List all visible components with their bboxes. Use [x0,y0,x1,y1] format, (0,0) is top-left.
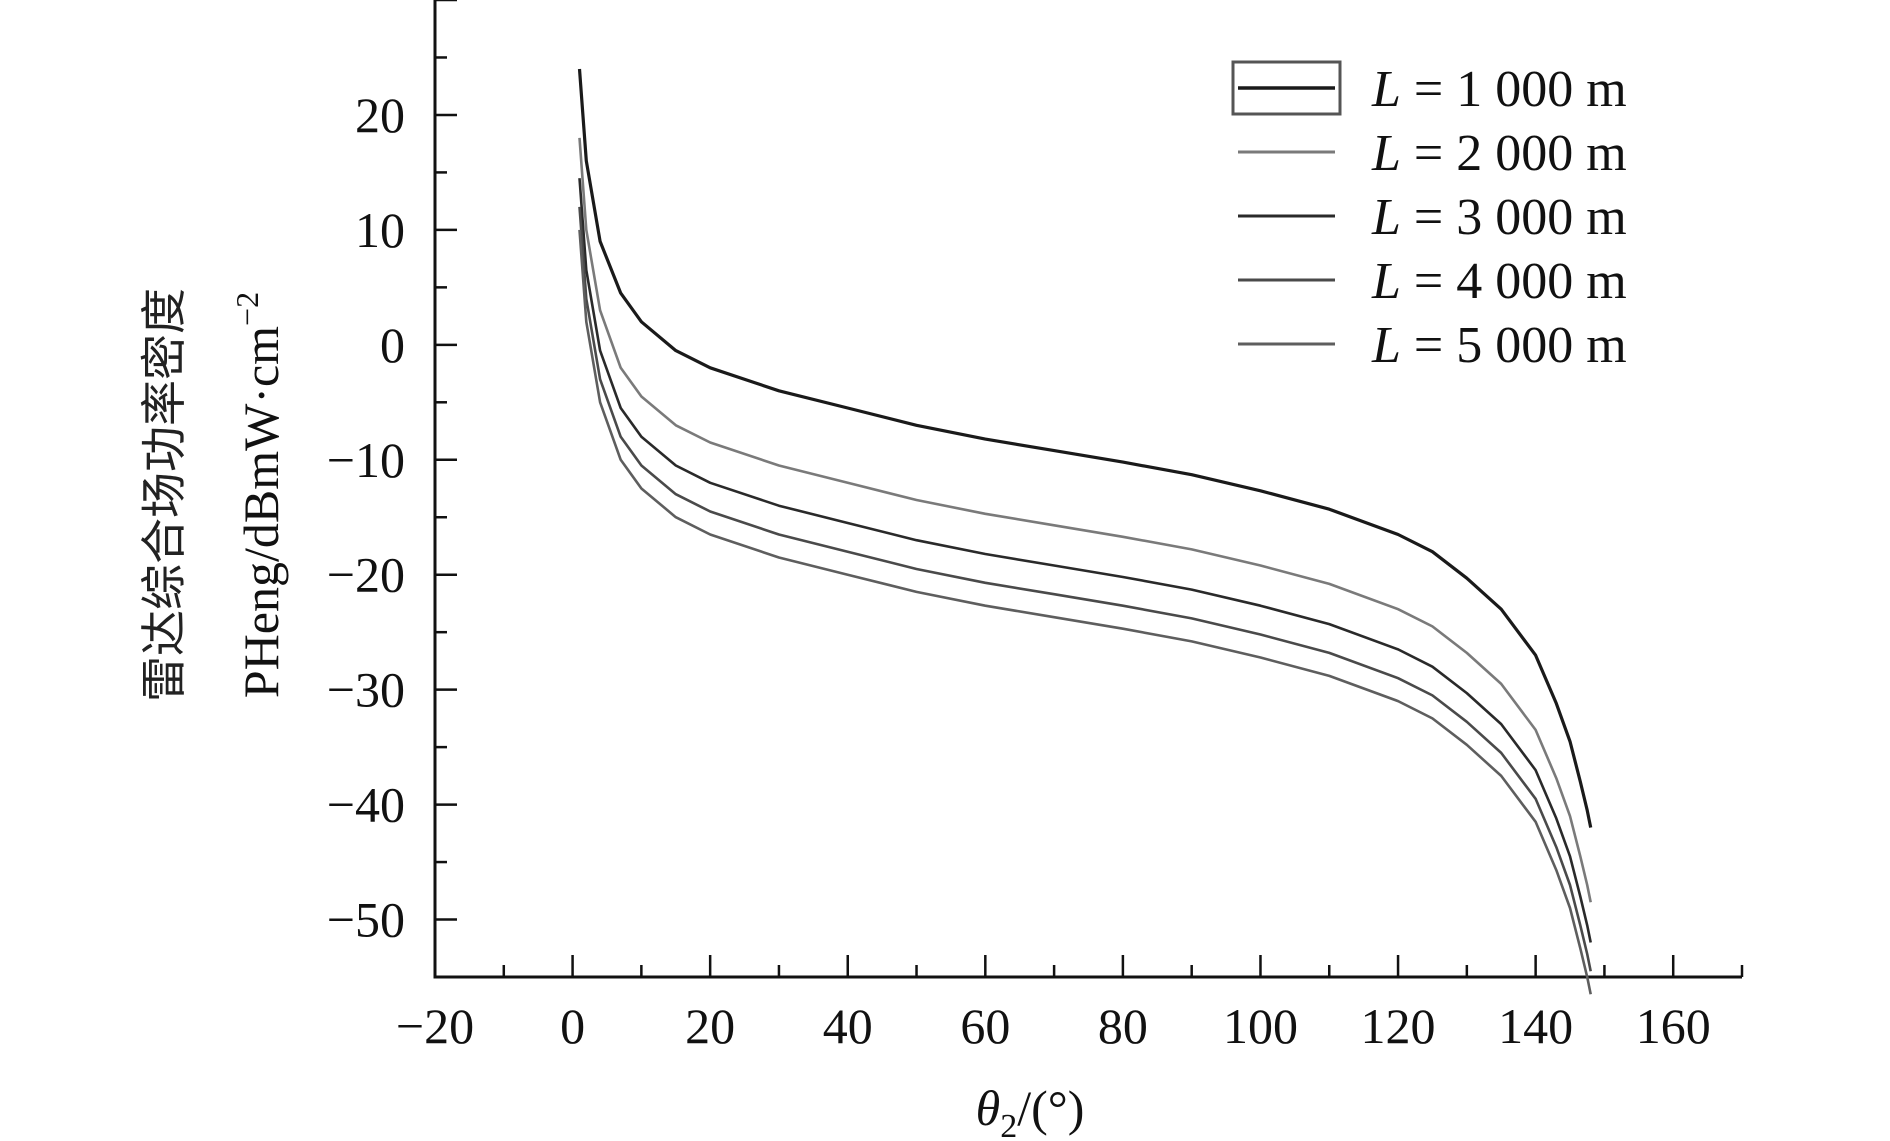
y-tick-label: −20 [327,547,405,603]
x-axis-label: θ2/(°) [976,1080,1085,1141]
y-tick-label: −50 [327,892,405,948]
y-tick-label: 20 [355,87,405,143]
legend-label-variable: L [1371,317,1401,374]
y-tick-label: −10 [327,432,405,488]
legend-label-variable: L [1371,61,1401,118]
y-tick-label: 0 [380,317,405,373]
x-tick-label: 20 [685,998,735,1054]
x-tick-label: 160 [1636,998,1711,1054]
legend: L = 1 000 mL = 2 000 mL = 3 000 mL = 4 0… [1231,60,1627,374]
legend-label-variable: L [1371,125,1401,182]
legend-label-value: = 5 000 m [1401,317,1627,374]
x-tick-label: 100 [1223,998,1298,1054]
legend-label-1: L = 1 000 m [1371,61,1627,118]
legend-label-4: L = 4 000 m [1371,253,1627,310]
series-layer [577,68,1593,995]
x-tick-label: 40 [823,998,873,1054]
series-line-3 [578,178,1592,943]
x-tick-label: 80 [1098,998,1148,1054]
x-axis-subscript: 2 [1000,1108,1017,1141]
series-line-4 [578,206,1592,972]
y-axis-label-chinese: 雷达综合场功率密度 [137,288,191,702]
x-tick-label: −20 [396,998,474,1054]
series-line-2 [578,137,1592,903]
x-axis-symbol: θ [976,1080,1001,1136]
y-axis-unit-superscript: −2 [229,292,265,326]
legend-label-variable: L [1371,253,1401,310]
legend-highlight-box [1231,60,1342,116]
legend-label-5: L = 5 000 m [1371,317,1627,374]
y-axis-label-unit: PHeng/dBmW·cm−2 [229,292,289,698]
y-axis-unit-text: PHeng/dBmW·cm [233,326,289,698]
series-line-1 [577,68,1593,828]
legend-label-value: = 3 000 m [1401,189,1627,246]
legend-label-value: = 2 000 m [1401,125,1627,182]
legend-label-2: L = 2 000 m [1371,125,1627,182]
legend-label-variable: L [1371,189,1401,246]
x-tick-label: 0 [560,998,585,1054]
y-tick-label: 10 [355,202,405,258]
legend-label-value: = 1 000 m [1401,61,1627,118]
x-tick-label: 120 [1361,998,1436,1054]
legend-label-3: L = 3 000 m [1371,189,1627,246]
y-tick-label: −30 [327,662,405,718]
y-tick-label: −40 [327,777,405,833]
legend-label-value: = 4 000 m [1401,253,1627,310]
x-axis-unit: /(°) [1017,1080,1084,1136]
series-line-5 [578,229,1592,995]
x-tick-label: 60 [960,998,1010,1054]
x-tick-label: 140 [1498,998,1573,1054]
